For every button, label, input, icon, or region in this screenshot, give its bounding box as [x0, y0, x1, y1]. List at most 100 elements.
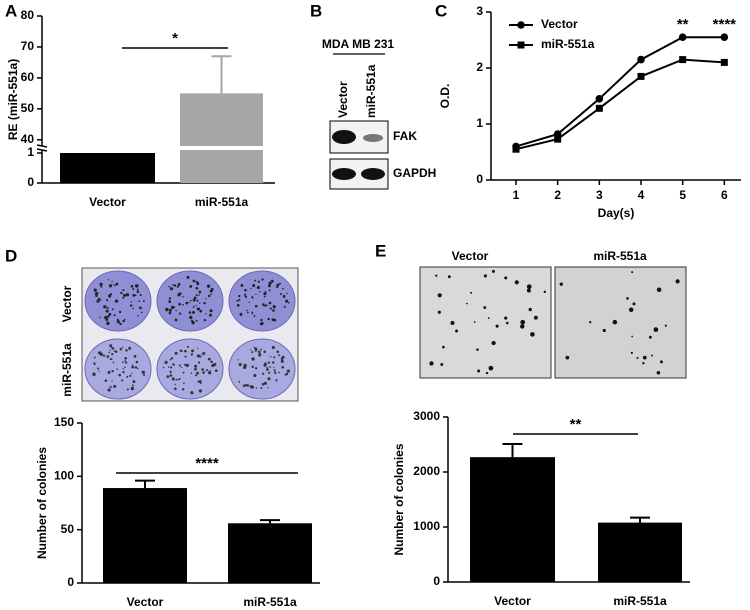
colony-dot — [281, 366, 285, 369]
lane-label: miR-551a — [364, 64, 378, 118]
colony-dot — [171, 377, 175, 381]
colony-dot — [269, 356, 272, 358]
image-label: Vector — [452, 249, 489, 263]
marker — [637, 72, 645, 80]
colony-dot — [112, 361, 115, 364]
colony-dot — [191, 349, 195, 353]
colony-dot — [181, 388, 185, 391]
colony-dot — [210, 360, 214, 364]
colony-dot — [505, 321, 509, 325]
colony-dot — [175, 309, 177, 312]
colony-dot — [466, 302, 468, 305]
bar — [598, 522, 682, 582]
colony-dot — [559, 282, 563, 286]
colony-dot — [626, 297, 629, 300]
colony-dot — [124, 318, 126, 321]
colony-dot — [255, 387, 258, 389]
colony-dot — [249, 349, 252, 351]
colony-dot — [182, 295, 184, 298]
colony-dot — [659, 360, 663, 364]
colony-dot — [450, 321, 455, 326]
colony-dot — [280, 359, 284, 363]
y-tick-label: 1000 — [413, 519, 440, 533]
colony-dot — [169, 287, 174, 291]
panel-label: B — [310, 1, 322, 20]
colony-dot — [246, 309, 248, 312]
colony-dot — [286, 292, 288, 295]
colony-dot — [106, 299, 109, 302]
colony-dot — [108, 284, 113, 288]
colony-dot — [251, 311, 254, 314]
annotation: ** — [677, 16, 689, 33]
colony-dot — [255, 350, 257, 352]
colony-dot — [504, 276, 508, 280]
annotation: **** — [713, 16, 737, 33]
colony-dot — [129, 304, 133, 307]
colony-dot — [125, 361, 128, 364]
row-label: miR-551a — [60, 343, 74, 397]
x-tick-label: Vector — [127, 595, 164, 609]
colony-dot — [429, 361, 434, 366]
colony-dot — [106, 315, 110, 318]
colony-dot — [268, 281, 272, 285]
colony-dot — [98, 351, 102, 355]
marker — [720, 58, 728, 66]
marker — [678, 33, 687, 41]
colony-dot — [107, 388, 111, 392]
micrograph-frame — [419, 266, 552, 379]
colony-dot — [196, 354, 201, 358]
colony-dot — [664, 324, 667, 327]
y-tick-label: 1 — [476, 116, 483, 130]
colony-dot — [166, 375, 170, 379]
colony-dot — [114, 284, 117, 287]
colony-dot — [140, 311, 143, 314]
colony-dot — [543, 290, 547, 294]
marker — [720, 33, 729, 41]
colony-dot — [126, 375, 129, 378]
panel-label: A — [5, 1, 17, 20]
colony-dot — [244, 293, 247, 296]
colony-dot — [251, 312, 253, 315]
colony-dot — [177, 282, 181, 286]
colony-dot — [169, 370, 172, 374]
colony-dot — [122, 289, 125, 292]
colony-dot — [238, 363, 242, 367]
blot-band — [332, 130, 356, 144]
colony-dot — [107, 279, 109, 281]
colony-dot — [209, 309, 213, 313]
colony-dot — [259, 322, 264, 326]
colony-dot — [169, 374, 173, 377]
colony-dot — [528, 307, 532, 312]
colony-dot — [119, 322, 121, 325]
y-tick-label: 0 — [476, 172, 483, 186]
colony-dot — [491, 269, 495, 273]
colony-dot — [120, 291, 123, 295]
plate-well — [228, 338, 296, 400]
colony-dot — [283, 305, 286, 308]
colony-dot — [263, 350, 266, 354]
colony-dot — [190, 372, 193, 374]
colony-dot — [253, 315, 256, 317]
colony-dot — [190, 299, 192, 302]
colony-dot — [266, 366, 268, 369]
micrograph-frame — [554, 266, 687, 379]
colony-dot — [237, 359, 239, 361]
colony-dot — [207, 357, 211, 361]
colony-dot — [526, 284, 532, 290]
colony-dot — [183, 363, 186, 366]
colony-dot — [132, 288, 135, 291]
colony-dot — [186, 345, 189, 348]
colony-dot — [264, 304, 267, 307]
plate-well — [84, 338, 152, 400]
colony-dot — [138, 300, 141, 303]
colony-dot — [111, 280, 113, 283]
colony-dot — [274, 371, 277, 375]
colony-dot — [236, 299, 239, 302]
colony-dot — [648, 335, 652, 339]
y-tick-label: 0 — [27, 175, 34, 189]
colony-dot — [142, 300, 145, 302]
panel-label: D — [5, 246, 17, 265]
bar — [180, 93, 263, 146]
colony-dot — [276, 285, 278, 287]
colony-dot — [134, 294, 137, 297]
